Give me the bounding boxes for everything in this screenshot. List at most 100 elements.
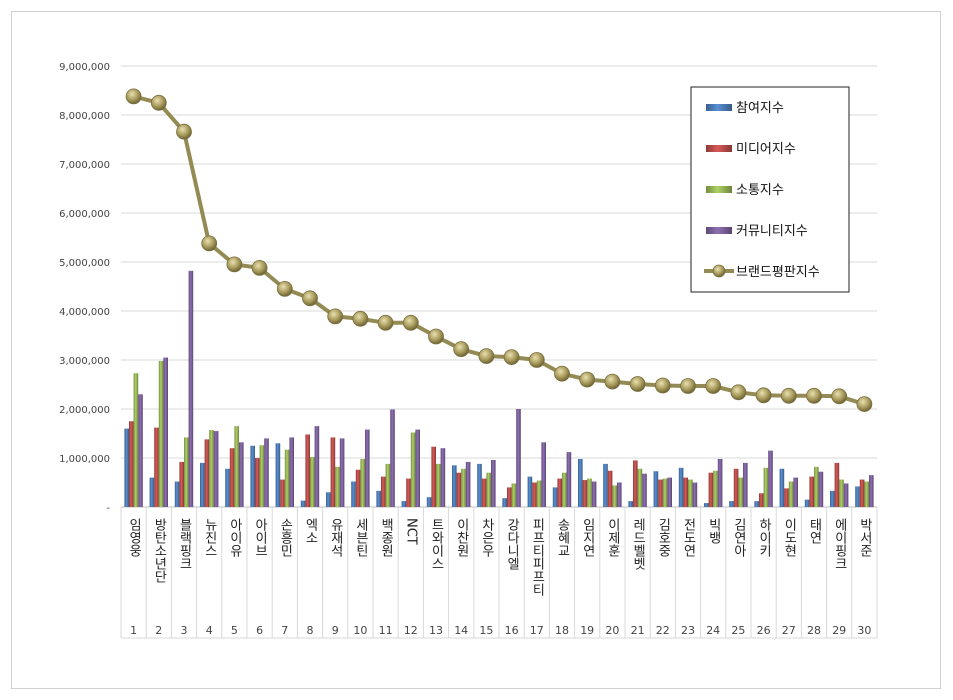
bar-커뮤니티지수 xyxy=(541,442,546,507)
rank-label: 7 xyxy=(281,624,288,637)
bar-커뮤니티지수 xyxy=(465,461,471,507)
brand-index-point xyxy=(629,376,646,392)
bar-소통지수 xyxy=(688,479,693,507)
bar-소통지수 xyxy=(814,466,819,507)
category-label: 이도현 xyxy=(781,518,796,557)
category-label: 임지연 xyxy=(580,518,595,557)
rank-label: 1 xyxy=(130,624,137,637)
category-label: 차은우 xyxy=(479,518,494,557)
bar-미디어지수 xyxy=(532,482,537,507)
legend-swatch xyxy=(706,186,732,193)
bar-참여지수 xyxy=(225,468,230,507)
bar-커뮤니티지수 xyxy=(289,437,294,507)
bar-커뮤니티지수 xyxy=(717,458,723,507)
rank-label: 6 xyxy=(256,624,263,637)
bar-커뮤니티지수 xyxy=(793,477,798,507)
rank-label: 20 xyxy=(605,624,619,637)
legend-label: 브랜드평판지수 xyxy=(736,265,820,280)
category-label: 강다니엘 xyxy=(504,518,519,570)
bar-미디어지수 xyxy=(204,439,210,507)
brand-index-point xyxy=(201,235,218,252)
category-label: 김호중 xyxy=(655,518,670,557)
bar-소통지수 xyxy=(486,472,491,507)
bar-참여지수 xyxy=(250,445,255,507)
category-label: 송혜교 xyxy=(555,518,570,557)
bar-커뮤니티지수 xyxy=(365,429,370,507)
rank-label: 5 xyxy=(231,624,238,637)
category-label: 트와이스 xyxy=(429,518,444,570)
bar-참여지수 xyxy=(527,476,533,507)
bar-참여지수 xyxy=(477,463,482,507)
bar-참여지수 xyxy=(804,499,810,507)
bar-미디어지수 xyxy=(255,458,260,507)
y-tick-label: - xyxy=(106,503,110,514)
bar-참여지수 xyxy=(124,428,129,507)
category-label: 이찬원 xyxy=(454,518,469,557)
rank-label: 28 xyxy=(807,624,821,637)
bar-참여지수 xyxy=(628,501,633,507)
rank-label: 2 xyxy=(155,624,162,637)
bar-소통지수 xyxy=(234,426,239,507)
category-label: 전도연 xyxy=(681,518,696,557)
brand-index-point xyxy=(176,123,192,140)
bar-소통지수 xyxy=(133,373,139,507)
bar-커뮤니티지수 xyxy=(163,357,168,507)
category-label: 피프티피프티 xyxy=(529,518,544,596)
bar-참여지수 xyxy=(401,501,407,507)
bar-소통지수 xyxy=(335,466,340,507)
brand-index-point xyxy=(226,256,243,273)
bars xyxy=(124,270,874,507)
bar-참여지수 xyxy=(779,468,785,507)
category-label: 태연 xyxy=(807,518,822,544)
brand-index-point xyxy=(276,280,293,297)
bar-커뮤니티지수 xyxy=(843,483,849,507)
brand-index-point xyxy=(327,308,344,325)
bar-소통지수 xyxy=(436,463,441,507)
legend-marker-swatch xyxy=(712,264,726,278)
brand-index-point xyxy=(705,378,722,394)
bar-참여지수 xyxy=(502,498,507,507)
bar-미디어지수 xyxy=(784,488,789,507)
rank-label: 11 xyxy=(379,624,393,637)
bar-미디어지수 xyxy=(859,479,865,507)
rank-label: 19 xyxy=(580,624,594,637)
bar-참여지수 xyxy=(603,463,608,507)
y-tick-label: 7,000,000 xyxy=(59,160,110,171)
bar-미디어지수 xyxy=(481,478,487,507)
y-tick-label: 2,000,000 xyxy=(59,405,110,416)
bar-소통지수 xyxy=(839,479,844,507)
bar-커뮤니티지수 xyxy=(138,394,143,507)
bar-참여지수 xyxy=(376,490,381,507)
brand-index-point xyxy=(453,341,470,358)
category-label: 아이유 xyxy=(227,518,242,557)
category-label: 백종원 xyxy=(378,518,393,557)
category-label: 이제훈 xyxy=(605,518,620,557)
bar-커뮤니티지수 xyxy=(339,438,345,507)
bar-소통지수 xyxy=(259,445,265,507)
bar-소통지수 xyxy=(637,468,643,507)
bar-커뮤니티지수 xyxy=(743,462,748,507)
bar-미디어지수 xyxy=(557,478,562,507)
bar-참여지수 xyxy=(351,481,356,507)
bar-미디어지수 xyxy=(229,448,235,507)
category-label: 아이브 xyxy=(252,518,267,557)
category-label: 하이키 xyxy=(756,518,771,557)
category-label: 엑소 xyxy=(303,518,318,544)
bar-미디어지수 xyxy=(683,477,688,507)
bar-커뮤니티지수 xyxy=(188,270,194,507)
rank-label: 30 xyxy=(857,624,871,637)
bar-소통지수 xyxy=(612,485,617,507)
bar-참여지수 xyxy=(300,500,306,507)
bar-커뮤니티지수 xyxy=(491,459,496,507)
rank-label: 26 xyxy=(757,624,771,637)
bar-커뮤니티지수 xyxy=(692,482,698,507)
bar-참여지수 xyxy=(426,497,432,507)
bar-미디어지수 xyxy=(809,476,814,507)
brand-index-point xyxy=(604,373,621,390)
bar-참여지수 xyxy=(275,443,281,507)
bar-미디어지수 xyxy=(582,480,588,507)
brand-index-point xyxy=(125,88,142,105)
bar-미디어지수 xyxy=(431,446,436,507)
brand-index-point xyxy=(302,290,318,307)
